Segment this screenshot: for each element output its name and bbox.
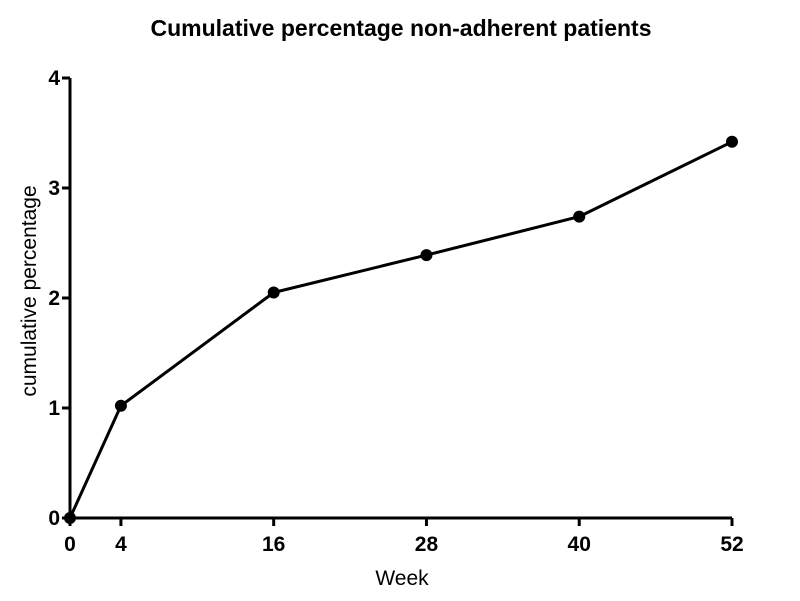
x-tick-label: 52 bbox=[720, 533, 743, 556]
series bbox=[64, 135, 738, 524]
x-tick-label: 4 bbox=[115, 533, 127, 556]
series-line bbox=[68, 140, 733, 519]
data-point bbox=[573, 210, 586, 223]
x-tick-label: 40 bbox=[568, 533, 591, 556]
x-tick-label: 16 bbox=[262, 533, 285, 556]
y-tick-label: 3 bbox=[48, 177, 60, 200]
y-tick-label: 1 bbox=[48, 397, 60, 420]
y-tick-label: 2 bbox=[48, 287, 60, 310]
data-point bbox=[726, 135, 738, 148]
y-tick-label: 0 bbox=[48, 507, 60, 530]
y-axis-label: cumulative percentage bbox=[18, 185, 41, 396]
y-tick-label: 4 bbox=[48, 67, 60, 90]
data-point bbox=[64, 512, 76, 524]
x-tick-label: 28 bbox=[415, 533, 439, 556]
data-point bbox=[267, 286, 280, 299]
axes bbox=[68, 78, 732, 520]
x-tick-label: 0 bbox=[64, 533, 76, 556]
data-point bbox=[114, 399, 127, 412]
x-axis-label: Week bbox=[375, 567, 429, 590]
chart-title: Cumulative percentage non-adherent patie… bbox=[151, 15, 652, 41]
data-point bbox=[420, 249, 433, 262]
